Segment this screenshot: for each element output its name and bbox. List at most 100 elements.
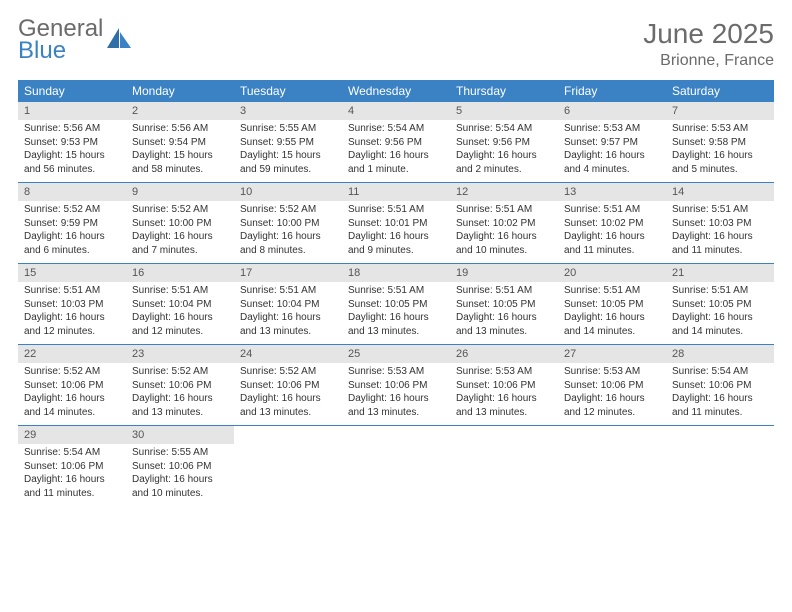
day-cell: Sunrise: 5:54 AMSunset: 9:56 PMDaylight:…: [342, 120, 450, 182]
day-cell: Sunrise: 5:52 AMSunset: 10:00 PMDaylight…: [126, 201, 234, 263]
daylight-text: Daylight: 16 hours and 1 minute.: [348, 149, 444, 176]
day-number: [558, 426, 666, 445]
sunset-text: Sunset: 10:06 PM: [564, 379, 660, 393]
logo: General Blue: [18, 18, 133, 61]
day-cell: Sunrise: 5:52 AMSunset: 10:00 PMDaylight…: [234, 201, 342, 263]
sunset-text: Sunset: 9:58 PM: [672, 136, 768, 150]
day-number: 30: [126, 426, 234, 445]
sunset-text: Sunset: 10:04 PM: [240, 298, 336, 312]
month-title: June 2025: [643, 18, 774, 50]
sunset-text: Sunset: 9:56 PM: [456, 136, 552, 150]
sunset-text: Sunset: 10:05 PM: [348, 298, 444, 312]
daylight-text: Daylight: 16 hours and 8 minutes.: [240, 230, 336, 257]
day-header: Sunday: [18, 80, 126, 102]
daylight-text: Daylight: 16 hours and 13 minutes.: [456, 311, 552, 338]
header: General Blue June 2025 Brionne, France: [18, 18, 774, 70]
daylight-text: Daylight: 16 hours and 10 minutes.: [456, 230, 552, 257]
logo-text: General Blue: [18, 18, 103, 61]
sunset-text: Sunset: 10:00 PM: [132, 217, 228, 231]
sunrise-text: Sunrise: 5:54 AM: [456, 122, 552, 136]
daylight-text: Daylight: 16 hours and 13 minutes.: [132, 392, 228, 419]
day-number: 12: [450, 183, 558, 202]
daylight-text: Daylight: 16 hours and 13 minutes.: [348, 311, 444, 338]
sunrise-text: Sunrise: 5:51 AM: [132, 284, 228, 298]
day-number: 10: [234, 183, 342, 202]
daylight-text: Daylight: 16 hours and 13 minutes.: [240, 392, 336, 419]
sunrise-text: Sunrise: 5:55 AM: [132, 446, 228, 460]
sunrise-text: Sunrise: 5:52 AM: [24, 365, 120, 379]
sunset-text: Sunset: 10:06 PM: [240, 379, 336, 393]
daylight-text: Daylight: 16 hours and 13 minutes.: [240, 311, 336, 338]
daylight-text: Daylight: 16 hours and 13 minutes.: [348, 392, 444, 419]
day-cell: Sunrise: 5:54 AMSunset: 10:06 PMDaylight…: [666, 363, 774, 425]
day-number: 19: [450, 264, 558, 283]
day-number: 20: [558, 264, 666, 283]
day-number: 21: [666, 264, 774, 283]
sunrise-text: Sunrise: 5:51 AM: [456, 284, 552, 298]
daynum-row: 891011121314: [18, 183, 774, 202]
sunrise-text: Sunrise: 5:52 AM: [132, 203, 228, 217]
day-number: 8: [18, 183, 126, 202]
sunset-text: Sunset: 10:02 PM: [564, 217, 660, 231]
sunset-text: Sunset: 10:05 PM: [564, 298, 660, 312]
sunrise-text: Sunrise: 5:51 AM: [672, 284, 768, 298]
day-number: [342, 426, 450, 445]
day-number: 3: [234, 102, 342, 120]
day-header: Wednesday: [342, 80, 450, 102]
sunrise-text: Sunrise: 5:51 AM: [564, 284, 660, 298]
day-number: 7: [666, 102, 774, 120]
sunset-text: Sunset: 10:06 PM: [24, 379, 120, 393]
sunset-text: Sunset: 9:57 PM: [564, 136, 660, 150]
calendar-table: SundayMondayTuesdayWednesdayThursdayFrid…: [18, 80, 774, 506]
sunrise-text: Sunrise: 5:56 AM: [24, 122, 120, 136]
daylight-text: Daylight: 16 hours and 9 minutes.: [348, 230, 444, 257]
day-cell: Sunrise: 5:51 AMSunset: 10:03 PMDaylight…: [18, 282, 126, 344]
day-number: 17: [234, 264, 342, 283]
daynum-row: 2930: [18, 426, 774, 445]
day-cell: Sunrise: 5:53 AMSunset: 10:06 PMDaylight…: [558, 363, 666, 425]
day-number: [234, 426, 342, 445]
daylight-text: Daylight: 16 hours and 11 minutes.: [564, 230, 660, 257]
day-number: 9: [126, 183, 234, 202]
day-number: 24: [234, 345, 342, 364]
sunrise-text: Sunrise: 5:54 AM: [24, 446, 120, 460]
calendar-body: 1234567Sunrise: 5:56 AMSunset: 9:53 PMDa…: [18, 102, 774, 506]
sunset-text: Sunset: 10:04 PM: [132, 298, 228, 312]
day-header: Tuesday: [234, 80, 342, 102]
daylight-text: Daylight: 16 hours and 13 minutes.: [456, 392, 552, 419]
daylight-text: Daylight: 16 hours and 10 minutes.: [132, 473, 228, 500]
sunrise-text: Sunrise: 5:52 AM: [24, 203, 120, 217]
day-number: 29: [18, 426, 126, 445]
sunrise-text: Sunrise: 5:51 AM: [348, 284, 444, 298]
day-number: 26: [450, 345, 558, 364]
daybody-row: Sunrise: 5:54 AMSunset: 10:06 PMDaylight…: [18, 444, 774, 506]
sunrise-text: Sunrise: 5:51 AM: [24, 284, 120, 298]
sunset-text: Sunset: 10:03 PM: [672, 217, 768, 231]
day-cell: Sunrise: 5:56 AMSunset: 9:54 PMDaylight:…: [126, 120, 234, 182]
daylight-text: Daylight: 16 hours and 12 minutes.: [132, 311, 228, 338]
day-number: 1: [18, 102, 126, 120]
day-header: Saturday: [666, 80, 774, 102]
day-cell: Sunrise: 5:55 AMSunset: 10:06 PMDaylight…: [126, 444, 234, 506]
day-number: 4: [342, 102, 450, 120]
daylight-text: Daylight: 16 hours and 12 minutes.: [564, 392, 660, 419]
sunrise-text: Sunrise: 5:52 AM: [132, 365, 228, 379]
location: Brionne, France: [643, 52, 774, 70]
sunrise-text: Sunrise: 5:53 AM: [564, 365, 660, 379]
sunset-text: Sunset: 10:01 PM: [348, 217, 444, 231]
sunset-text: Sunset: 9:59 PM: [24, 217, 120, 231]
day-number: 13: [558, 183, 666, 202]
day-cell: Sunrise: 5:55 AMSunset: 9:55 PMDaylight:…: [234, 120, 342, 182]
daylight-text: Daylight: 16 hours and 7 minutes.: [132, 230, 228, 257]
day-header-row: SundayMondayTuesdayWednesdayThursdayFrid…: [18, 80, 774, 102]
day-header: Monday: [126, 80, 234, 102]
daynum-row: 1234567: [18, 102, 774, 120]
day-number: 23: [126, 345, 234, 364]
day-number: [450, 426, 558, 445]
day-cell: [450, 444, 558, 506]
logo-sail-icon: [105, 26, 133, 54]
daylight-text: Daylight: 16 hours and 6 minutes.: [24, 230, 120, 257]
daylight-text: Daylight: 16 hours and 14 minutes.: [564, 311, 660, 338]
logo-line2: Blue: [18, 37, 66, 64]
day-header: Thursday: [450, 80, 558, 102]
